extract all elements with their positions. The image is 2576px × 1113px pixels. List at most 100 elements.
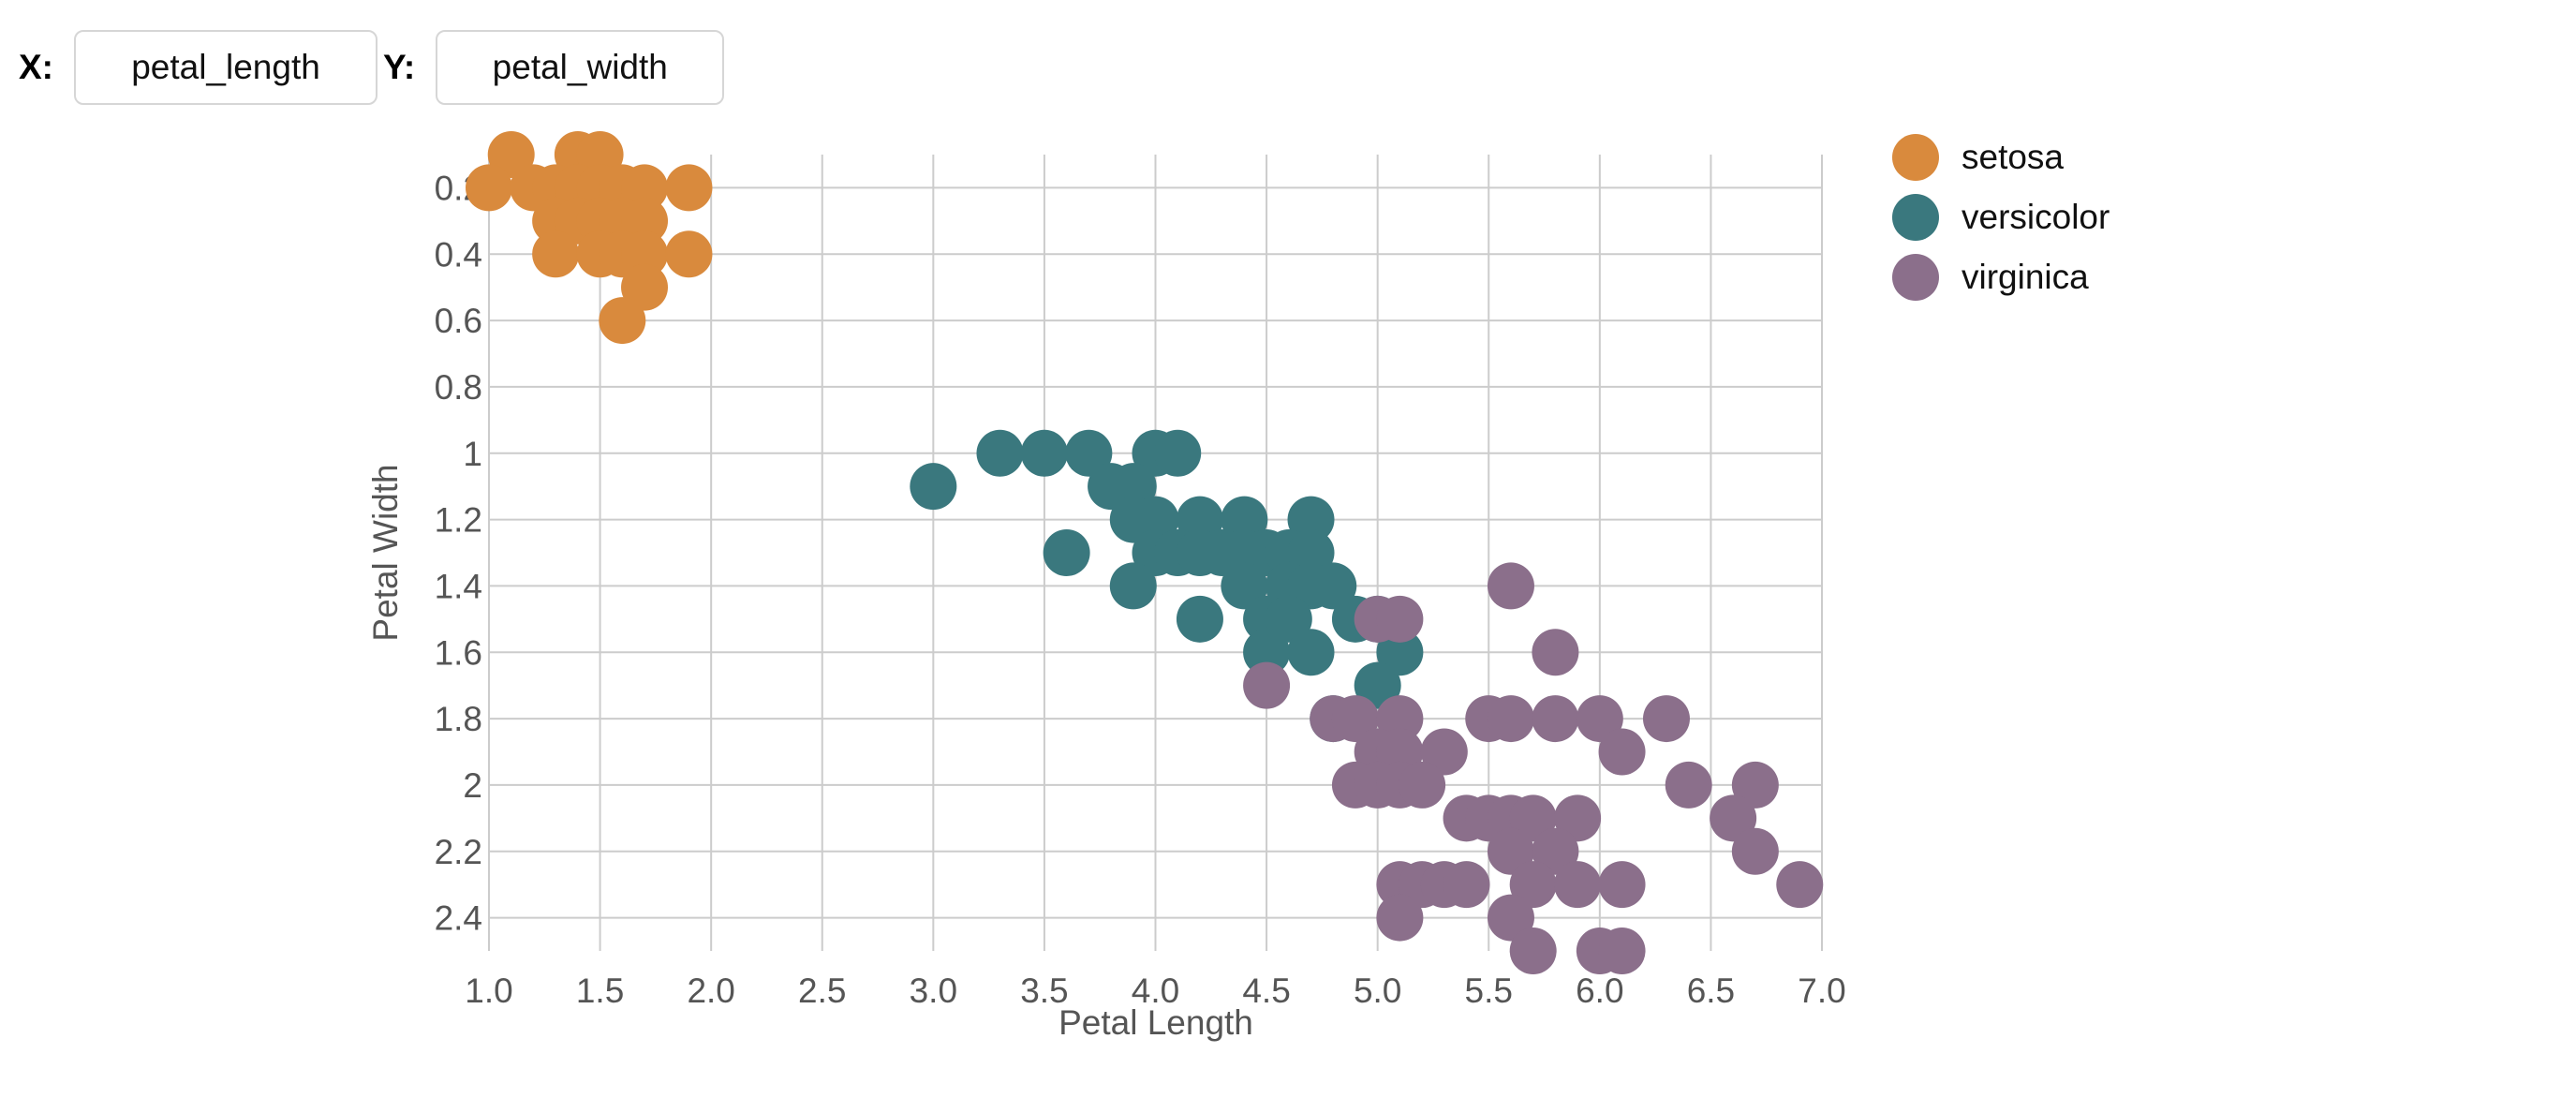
point-setosa [576,131,624,178]
x-tick-label: 2.5 [798,972,846,1010]
y-tick-label: 2.2 [435,833,482,871]
legend-swatch [1892,254,1939,301]
point-virginica [1554,794,1602,842]
point-virginica [1443,861,1490,909]
legend-item-setosa: setosa [1892,127,2110,187]
point-setosa [621,230,669,278]
y-axis-select[interactable]: petal_width [436,30,725,105]
y-axis-title: Petal Width [366,464,405,641]
point-versicolor [1287,529,1335,576]
point-versicolor [1243,629,1291,676]
y-tick-label: 1.8 [435,700,482,738]
x-tick-label: 3.0 [910,972,957,1010]
y-tick-label: 2 [463,766,482,805]
point-virginica [1243,661,1291,709]
point-versicolor [1265,595,1312,643]
point-virginica [1576,695,1623,743]
y-tick-label: 1.6 [435,633,482,672]
point-setosa [599,297,646,345]
chart-legend: setosa versicolor virginica [1892,127,2110,307]
x-tick-label: 4.5 [1242,972,1290,1010]
point-virginica [1509,928,1557,974]
x-tick-label: 7.0 [1798,972,1845,1010]
point-versicolor [1109,562,1157,610]
x-tick-label: 3.5 [1020,972,1068,1010]
legend-label: setosa [1962,138,2065,176]
x-tick-label: 4.0 [1132,972,1179,1010]
legend-swatch [1892,194,1939,241]
point-virginica [1420,728,1468,776]
x-tick-label: 1.0 [465,972,512,1010]
point-virginica [1598,728,1646,776]
point-virginica [1487,894,1534,942]
point-setosa [466,164,512,212]
point-virginica [1487,695,1534,743]
point-setosa [532,230,580,278]
point-versicolor [1310,562,1357,610]
point-versicolor [1132,496,1179,543]
point-virginica [1331,695,1379,743]
point-versicolor [1176,496,1223,543]
point-versicolor [1354,661,1401,709]
y-axis-ticks: 0.20.40.60.811.21.41.61.822.22.4 [435,169,482,937]
x-tick-label: 5.0 [1354,972,1401,1010]
point-versicolor [1221,562,1268,610]
x-axis-ticks: 1.0 1.5 2.0 2.5 3.0 3.5 4.0 4.5 5.0 5.5 6.0 6.5 7.0 [465,972,1845,1010]
point-setosa [665,230,713,278]
legend-label: virginica [1962,258,2089,296]
y-tick-label: 1.2 [435,501,482,540]
point-versicolor [1154,429,1202,477]
point-versicolor [1287,496,1335,543]
y-tick-label: 1 [463,435,482,473]
legend-item-versicolor: versicolor [1892,187,2110,247]
legend-label: versicolor [1962,198,2110,236]
point-virginica [1376,894,1424,942]
point-virginica [1487,827,1534,875]
point-virginica [1376,728,1424,776]
x-tick-label: 6.5 [1687,972,1735,1010]
y-tick-label: 0.4 [435,235,482,274]
point-virginica [1376,695,1424,743]
y-tick-label: 0.8 [435,368,482,407]
point-virginica [1665,761,1712,809]
legend-swatch [1892,134,1939,181]
x-tick-label: 2.0 [687,972,734,1010]
y-tick-label: 0.6 [435,302,482,340]
y-tick-label: 2.4 [435,899,482,938]
point-virginica [1731,761,1779,809]
point-virginica [1487,562,1534,610]
y-tick-label: 1.4 [435,567,482,605]
point-versicolor [1043,529,1090,576]
point-versicolor [1065,429,1113,477]
point-setosa [665,164,713,212]
point-versicolor [976,429,1024,477]
point-versicolor [910,463,957,511]
point-setosa [487,131,535,178]
x-tick-label: 5.5 [1465,972,1513,1010]
point-setosa [621,197,669,245]
point-virginica [1598,928,1646,974]
point-virginica [1399,761,1446,809]
point-virginica [1509,861,1557,909]
point-virginica [1376,595,1424,643]
legend-item-virginica: virginica [1892,247,2110,307]
point-virginica [1642,695,1690,743]
data-points [466,131,1824,974]
x-axis-title: Petal Length [1059,1003,1253,1042]
point-virginica [1532,629,1579,676]
point-virginica [1509,794,1557,842]
point-versicolor [1287,629,1335,676]
point-virginica [1554,861,1602,909]
point-virginica [1731,827,1779,875]
point-versicolor [1109,463,1157,511]
point-virginica [1532,695,1579,743]
point-versicolor [1221,496,1268,543]
point-versicolor [1020,429,1068,477]
point-virginica [1776,861,1824,909]
x-tick-label: 6.0 [1576,972,1623,1010]
x-axis-select[interactable]: petal_length [74,30,378,105]
x-axis-label: X: [19,48,53,86]
point-virginica [1710,794,1757,842]
y-axis-label: Y: [383,48,416,86]
